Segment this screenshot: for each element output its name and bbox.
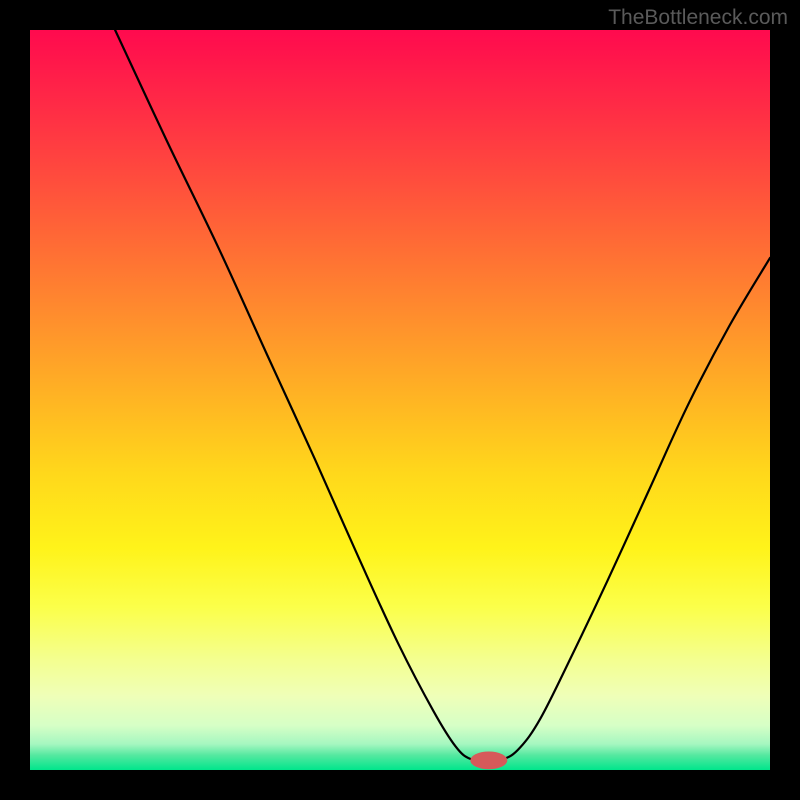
optimal-point-marker — [470, 752, 507, 770]
chart-background-gradient — [30, 30, 770, 770]
watermark-text: TheBottleneck.com — [608, 6, 788, 30]
bottleneck-chart — [0, 0, 800, 800]
chart-container: TheBottleneck.com — [0, 0, 800, 800]
